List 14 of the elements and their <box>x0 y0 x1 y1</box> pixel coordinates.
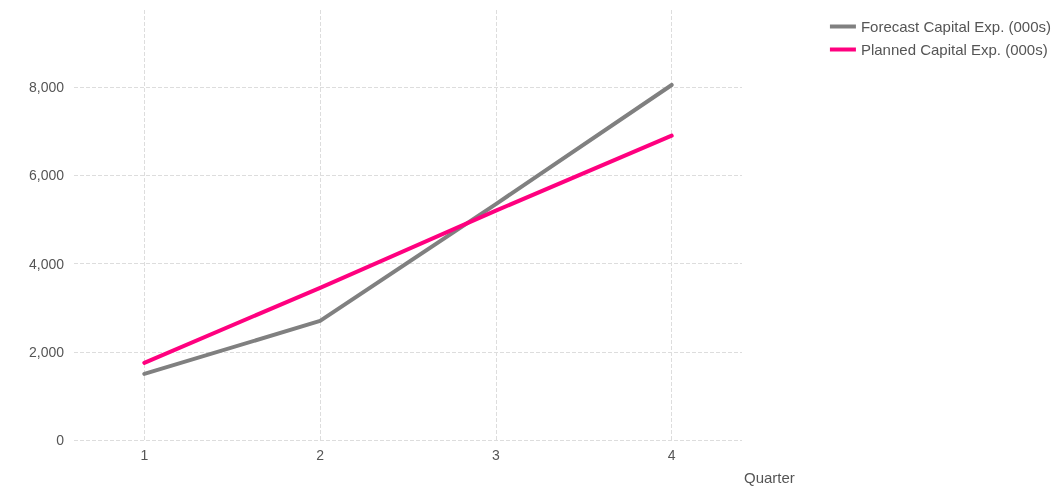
x-tick-label: 4 <box>667 447 676 463</box>
x-tick-label: 1 <box>140 447 149 463</box>
legend-label: Planned Capital Exp. (000s) <box>860 41 1048 58</box>
y-tick-label: 8,000 <box>28 79 65 96</box>
x-tick-label: 2 <box>316 447 325 463</box>
line-series <box>142 133 674 365</box>
legend-label: Forecast Capital Exp. (000s) <box>860 18 1051 35</box>
y-tick-label: 0 <box>56 432 65 448</box>
y-tick-label: 6,000 <box>28 167 65 184</box>
x-tick-label: 3 <box>492 447 500 463</box>
y-tick-label: 4,000 <box>28 255 65 272</box>
x-axis-title: Quarter <box>744 469 795 486</box>
line-series <box>142 82 674 376</box>
y-tick-label: 2,000 <box>28 343 65 360</box>
